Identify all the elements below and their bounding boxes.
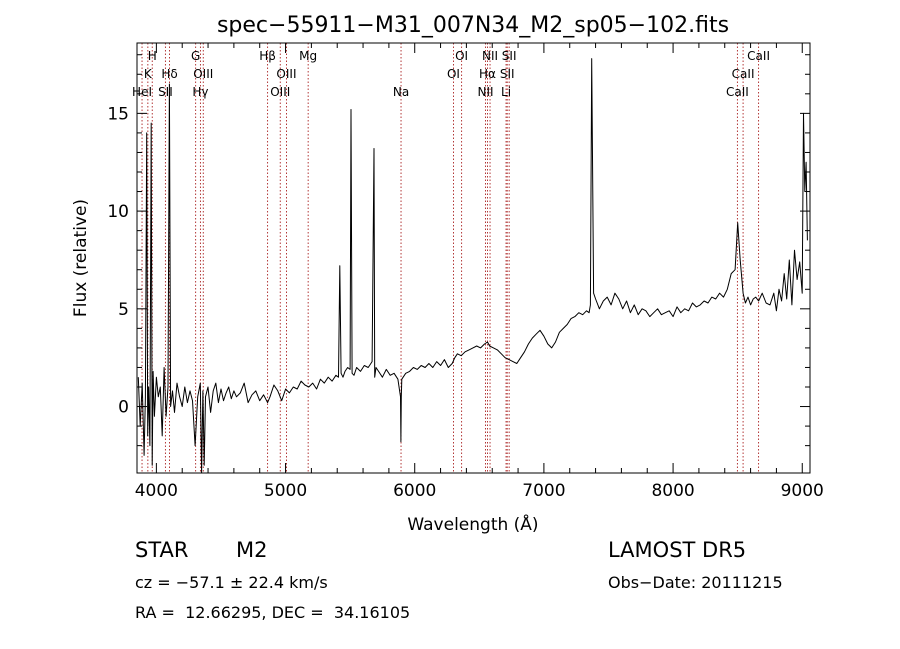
x-tick-label: 6000: [393, 481, 436, 501]
x-axis-label: Wavelength (Å): [407, 513, 538, 535]
survey-name: LAMOST DR5: [608, 538, 747, 562]
plot-frame: [136, 42, 811, 474]
observation-date: Obs−Date: 20111215: [608, 573, 783, 592]
chart-title: spec−55911−M31_007N34_M2_sp05−102.fits: [217, 13, 729, 38]
line-label: Na: [393, 85, 409, 99]
line-label: CaII: [732, 67, 755, 81]
redshift-velocity: cz = −57.1 ± 22.4 km/s: [135, 573, 328, 592]
x-tick-label: 5000: [264, 481, 307, 501]
line-labels: HeIKHSIIHδGHγOIIIHβOIIIOIIIMgNaOIOINIIHα…: [132, 49, 770, 99]
line-label: OI: [447, 67, 460, 81]
x-axis: 4000 5000 6000 7000 8000 9000: [135, 43, 824, 501]
y-axis-label: Flux (relative): [71, 199, 91, 317]
spectrum-line: [137, 58, 808, 474]
line-markers: [141, 43, 760, 473]
sky-coordinates: RA = 12.66295, DEC = 34.16105: [135, 603, 411, 622]
x-tick-label: 9000: [781, 481, 824, 501]
y-tick-label: 0: [118, 398, 129, 418]
x-tick-label: 7000: [522, 481, 565, 501]
line-label: Hγ: [192, 85, 208, 99]
object-subclass: M2: [236, 538, 268, 562]
object-type: STAR: [135, 538, 189, 562]
line-label: Hα: [479, 67, 496, 81]
line-label: Mg: [299, 49, 317, 63]
y-tick-label: 15: [107, 104, 129, 124]
line-label: K: [144, 67, 153, 81]
line-label: OIII: [276, 67, 296, 81]
line-label: NII: [482, 49, 498, 63]
line-label: CaII: [747, 49, 770, 63]
y-axis: 0 5 10 15: [107, 54, 810, 447]
y-tick-label: 5: [118, 300, 129, 320]
line-label: HeI: [132, 85, 152, 99]
line-label: Li: [501, 85, 511, 99]
line-label: OIII: [270, 85, 290, 99]
line-label: CaII: [726, 85, 749, 99]
line-label: OIII: [193, 67, 213, 81]
line-label: Hδ: [161, 67, 177, 81]
x-tick-label: 8000: [651, 481, 694, 501]
line-label: Hβ: [259, 49, 276, 63]
line-label: NII: [477, 85, 493, 99]
line-label: OI: [455, 49, 468, 63]
x-tick-label: 4000: [135, 481, 178, 501]
line-label: SII: [158, 85, 173, 99]
line-label: H: [148, 49, 157, 63]
y-tick-label: 10: [107, 202, 129, 222]
line-label: G: [191, 49, 200, 63]
line-label: SII: [502, 49, 517, 63]
line-label: SII: [500, 67, 515, 81]
